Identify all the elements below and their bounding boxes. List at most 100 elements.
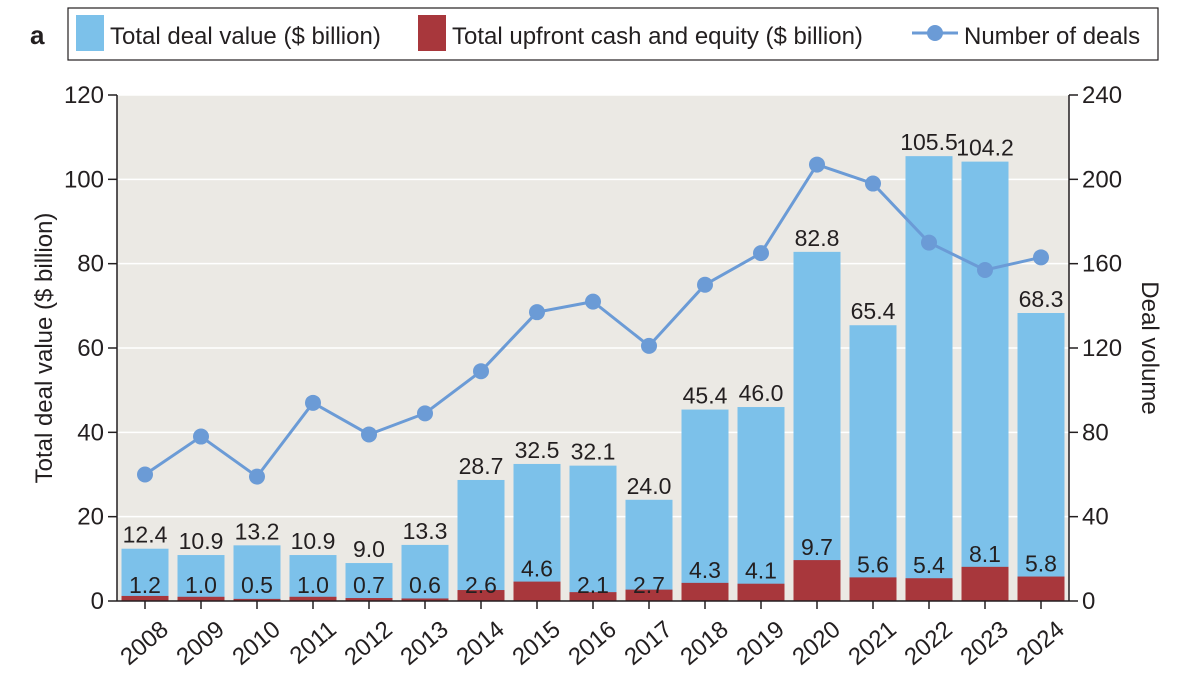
x-tick-label: 2011 bbox=[285, 616, 342, 670]
label-total-value: 65.4 bbox=[851, 298, 896, 324]
bar-upfront bbox=[289, 596, 337, 601]
y2-tick-label: 160 bbox=[1082, 251, 1122, 278]
y-tick-label: 120 bbox=[64, 82, 104, 109]
label-upfront-value: 9.7 bbox=[801, 534, 833, 560]
label-upfront-value: 1.0 bbox=[297, 572, 329, 598]
x-tick-label: 2018 bbox=[675, 616, 733, 671]
y2-tick-label: 80 bbox=[1082, 419, 1109, 446]
y2-axis-title: Deal volume bbox=[1136, 281, 1163, 414]
bar-upfront bbox=[513, 581, 561, 601]
x-tick-label: 2019 bbox=[731, 616, 789, 671]
legend-label-deals: Number of deals bbox=[964, 23, 1140, 50]
label-total-value: 10.9 bbox=[291, 528, 336, 554]
deals-point bbox=[1033, 249, 1049, 266]
label-total-value: 104.2 bbox=[956, 135, 1014, 161]
bar-total-deal-value bbox=[457, 479, 505, 601]
deals-line bbox=[137, 156, 1049, 485]
x-tick-label: 2012 bbox=[339, 616, 397, 671]
x-tick-label: 2009 bbox=[171, 616, 229, 671]
label-total-value: 12.4 bbox=[123, 522, 168, 548]
deals-point bbox=[417, 405, 433, 422]
x-tick-label: 2015 bbox=[507, 616, 565, 671]
bar-total-deal-value bbox=[345, 563, 393, 601]
label-total-value: 105.5 bbox=[900, 129, 958, 155]
x-tick-label: 2021 bbox=[843, 616, 901, 671]
deals-point bbox=[305, 394, 321, 411]
bar-total-deal-value bbox=[681, 409, 729, 601]
legend-swatch-upfront bbox=[418, 15, 446, 51]
bar-total-deal-value bbox=[177, 555, 225, 601]
label-upfront-value: 0.7 bbox=[353, 572, 385, 598]
label-upfront-value: 2.1 bbox=[577, 572, 609, 598]
legend-marker-deals bbox=[927, 25, 943, 41]
label-total-value: 32.1 bbox=[571, 439, 616, 465]
label-upfront-value: 5.6 bbox=[857, 551, 889, 577]
y-tick-label: 40 bbox=[77, 419, 104, 446]
label-total-value: 32.5 bbox=[515, 437, 560, 463]
deals-point bbox=[697, 276, 713, 293]
y2-tick-label: 200 bbox=[1082, 166, 1122, 193]
x-tick-label: 2023 bbox=[955, 616, 1013, 671]
y2-tick-label: 40 bbox=[1082, 504, 1109, 531]
x-tick-label: 2022 bbox=[899, 616, 957, 671]
bar-upfront bbox=[457, 590, 505, 601]
bar-upfront bbox=[793, 560, 841, 601]
bar-total-deal-value bbox=[233, 545, 281, 601]
panel-label: a bbox=[30, 20, 45, 50]
label-total-value: 45.4 bbox=[683, 383, 728, 409]
bar-total-deal-value bbox=[289, 555, 337, 601]
legend-swatch-deal-value bbox=[76, 15, 104, 51]
deals-point bbox=[473, 363, 489, 380]
label-total-value: 28.7 bbox=[459, 453, 504, 479]
bar-upfront bbox=[681, 582, 729, 601]
bar-upfront bbox=[569, 592, 617, 601]
bar-upfront bbox=[961, 566, 1009, 601]
x-tick-label: 2020 bbox=[787, 616, 845, 671]
bar-upfront bbox=[737, 583, 785, 601]
bar-total-deal-value bbox=[569, 465, 617, 601]
bar-upfront bbox=[905, 578, 953, 601]
label-total-value: 13.3 bbox=[403, 518, 448, 544]
bar-total-deal-value bbox=[513, 463, 561, 601]
legend-label-deal-value: Total deal value ($ billion) bbox=[110, 23, 381, 50]
deals-point bbox=[977, 261, 993, 278]
deals-point bbox=[529, 304, 545, 321]
bars bbox=[121, 156, 1065, 602]
bar-total-deal-value bbox=[121, 548, 169, 601]
label-upfront-value: 4.1 bbox=[745, 558, 777, 584]
bar-upfront bbox=[625, 589, 673, 601]
legend-label-upfront: Total upfront cash and equity ($ billion… bbox=[452, 23, 863, 50]
y-axis-title: Total deal value ($ billion) bbox=[31, 213, 58, 484]
bar-upfront bbox=[233, 598, 281, 601]
bar-total-deal-value bbox=[961, 161, 1009, 601]
x-tick-label: 2008 bbox=[115, 616, 173, 671]
deals-point bbox=[137, 466, 153, 483]
y-tick-label: 100 bbox=[64, 166, 104, 193]
label-upfront-value: 0.6 bbox=[409, 572, 441, 598]
deals-point bbox=[249, 468, 265, 485]
bar-upfront bbox=[121, 595, 169, 601]
x-tick-label: 2010 bbox=[227, 616, 285, 671]
x-tick-label: 2024 bbox=[1011, 616, 1069, 671]
label-upfront-value: 4.3 bbox=[689, 557, 721, 583]
label-upfront-value: 8.1 bbox=[969, 541, 1001, 567]
label-total-value: 46.0 bbox=[739, 380, 784, 406]
y2-tick-label: 240 bbox=[1082, 82, 1122, 109]
bar-total-deal-value bbox=[737, 407, 785, 601]
label-upfront-value: 4.6 bbox=[521, 556, 553, 582]
label-total-value: 13.2 bbox=[235, 518, 280, 544]
label-total-value: 24.0 bbox=[627, 473, 672, 499]
label-upfront-value: 1.0 bbox=[185, 572, 217, 598]
label-total-value: 82.8 bbox=[795, 225, 840, 251]
bar-upfront bbox=[177, 596, 225, 601]
label-upfront-value: 5.8 bbox=[1025, 551, 1057, 577]
bar-total-deal-value bbox=[625, 499, 673, 601]
deals-point bbox=[361, 426, 377, 443]
y2-tick-label: 0 bbox=[1082, 588, 1095, 615]
bar-upfront bbox=[345, 598, 393, 601]
x-tick-label: 2014 bbox=[451, 616, 509, 671]
deals-point bbox=[753, 245, 769, 262]
deals-point bbox=[585, 293, 601, 310]
deals-point bbox=[193, 428, 209, 445]
